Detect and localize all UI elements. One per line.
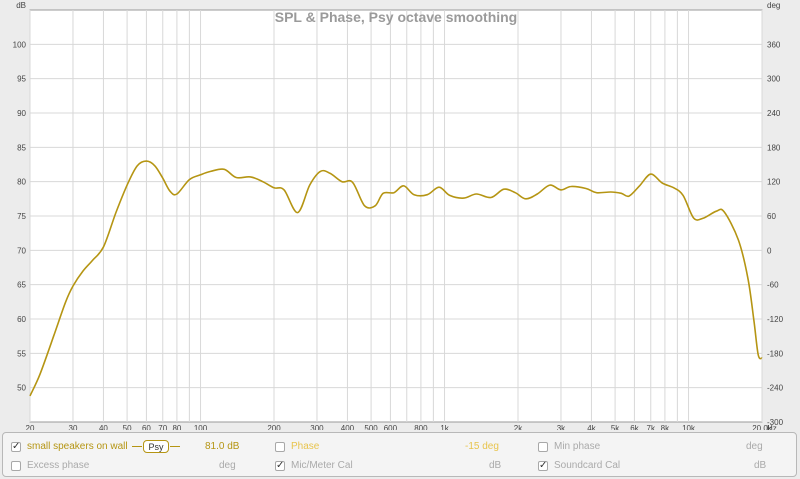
y-tick-label: 70 (17, 246, 26, 255)
y-tick-label: 75 (17, 212, 26, 221)
excess-phase-label: Excess phase (27, 460, 90, 471)
x-tick-label: 40 (99, 424, 108, 430)
mic-cal-unit: dB (489, 460, 502, 471)
x-tick-label: 800 (414, 424, 428, 430)
x-tick-label: 20.0k (752, 424, 773, 430)
x-tick-label: 300 (310, 424, 324, 430)
excess-phase-checkbox[interactable] (11, 460, 21, 471)
y2-tick-label: -300 (767, 418, 784, 427)
y2-tick-label: -180 (767, 349, 784, 358)
y-tick-label: 85 (17, 143, 26, 152)
y2-tick-label: 360 (767, 40, 781, 49)
phase-label: Phase (291, 441, 320, 452)
trace-checkbox[interactable] (11, 441, 21, 452)
y2-tick-label: 300 (767, 75, 781, 84)
y-tick-label: 80 (17, 178, 26, 187)
smoothing-badge[interactable]: Psy (132, 440, 180, 453)
y2-tick-label: 180 (767, 143, 781, 152)
mic-cal-toggle[interactable]: Mic/Meter Cal (275, 460, 353, 471)
y-tick-label: 50 (17, 384, 26, 393)
y-tick-label: 65 (17, 281, 26, 290)
x-tick-label: 10k (682, 424, 696, 430)
x-tick-label: 70 (158, 424, 167, 430)
x-tick-label: 20 (26, 424, 35, 430)
min-phase-toggle[interactable]: Min phase (538, 441, 600, 452)
y-tick-label: 55 (17, 349, 26, 358)
excess-phase-toggle[interactable]: Excess phase (11, 460, 89, 471)
x-tick-label: 6k (630, 424, 639, 430)
y2-tick-label: 60 (767, 212, 776, 221)
x-tick-label: 5k (611, 424, 620, 430)
phase-toggle[interactable]: Phase (275, 441, 319, 452)
x-tick-label: 50 (123, 424, 132, 430)
mic-cal-label: Mic/Meter Cal (291, 460, 353, 471)
y2-tick-label: -60 (767, 281, 779, 290)
y2-axis-unit: deg (767, 1, 780, 10)
x-tick-label: 500 (364, 424, 378, 430)
x-tick-label: 600 (384, 424, 398, 430)
spl-series-line (29, 160, 763, 397)
x-tick-label: 1k (440, 424, 449, 430)
x-tick-label: 60 (142, 424, 151, 430)
x-tick-label: 100 (194, 424, 208, 430)
y2-tick-label: -120 (767, 315, 784, 324)
legend-panel: small speakers on wall Psy 81.0 dB Phase… (2, 432, 797, 477)
y-tick-label: 90 (17, 109, 26, 118)
phase-checkbox[interactable] (275, 441, 285, 452)
phase-value: -15 deg (465, 441, 499, 452)
soundcard-cal-checkbox[interactable] (538, 460, 548, 471)
mic-cal-checkbox[interactable] (275, 460, 285, 471)
y2-tick-label: 120 (767, 178, 781, 187)
x-tick-label: 8k (661, 424, 670, 430)
x-tick-label: 4k (587, 424, 596, 430)
y-tick-label: 95 (17, 75, 26, 84)
soundcard-cal-label: Soundcard Cal (554, 460, 621, 471)
x-axis-unit: Hz (767, 424, 777, 430)
trace-name: small speakers on wall (27, 441, 128, 452)
x-tick-label: 400 (341, 424, 355, 430)
chart-title: SPL & Phase, Psy octave smoothing (275, 9, 517, 25)
x-tick-label: 3k (557, 424, 566, 430)
soundcard-cal-unit: dB (754, 460, 767, 471)
trace-visibility-checkbox[interactable]: small speakers on wall (11, 441, 128, 452)
y-axis-unit: dB (16, 1, 26, 10)
y2-tick-label: -240 (767, 384, 784, 393)
excess-phase-unit: deg (219, 460, 236, 471)
x-tick-label: 200 (267, 424, 281, 430)
y-tick-label: 60 (17, 315, 26, 324)
min-phase-unit: deg (746, 441, 763, 452)
y2-tick-label: 0 (767, 246, 772, 255)
soundcard-cal-toggle[interactable]: Soundcard Cal (538, 460, 620, 471)
min-phase-checkbox[interactable] (538, 441, 548, 452)
y-tick-label: 100 (13, 40, 27, 49)
spl-phase-chart[interactable]: 50 55 60 65 70 75 80 85 90 95 100 -300 -240 -180 -120 -… (0, 0, 800, 430)
x-tick-label: 30 (69, 424, 78, 430)
x-tick-label: 2k (514, 424, 523, 430)
min-phase-label: Min phase (554, 441, 601, 452)
x-tick-label: 80 (172, 424, 181, 430)
trace-level: 81.0 dB (205, 441, 240, 452)
y2-tick-label: 240 (767, 109, 781, 118)
x-tick-label: 7k (647, 424, 656, 430)
